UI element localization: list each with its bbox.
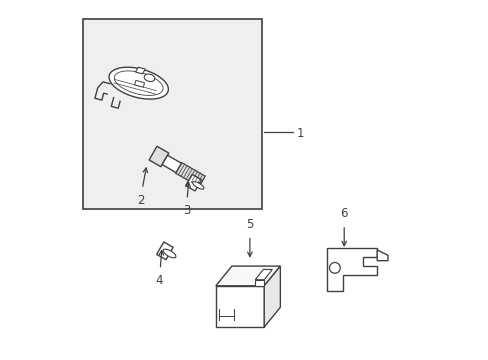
Polygon shape [255,270,272,280]
Polygon shape [162,155,181,173]
Polygon shape [135,67,145,74]
Polygon shape [156,242,173,260]
Polygon shape [215,266,280,286]
Text: 3: 3 [183,204,190,217]
Polygon shape [134,80,144,87]
Bar [83,19,262,209]
Ellipse shape [163,249,176,258]
Text: 2: 2 [137,194,144,207]
Polygon shape [264,266,280,327]
Polygon shape [149,146,168,167]
Text: 4: 4 [156,274,163,287]
Ellipse shape [192,181,203,189]
Polygon shape [109,67,168,99]
Text: 1: 1 [296,127,304,140]
Text: 6: 6 [340,207,347,220]
Polygon shape [326,248,376,291]
Polygon shape [144,74,154,81]
Bar [255,280,264,286]
Polygon shape [185,174,201,191]
Polygon shape [175,163,205,187]
Text: 5: 5 [245,218,253,231]
Polygon shape [376,250,387,261]
Bar [215,286,264,327]
